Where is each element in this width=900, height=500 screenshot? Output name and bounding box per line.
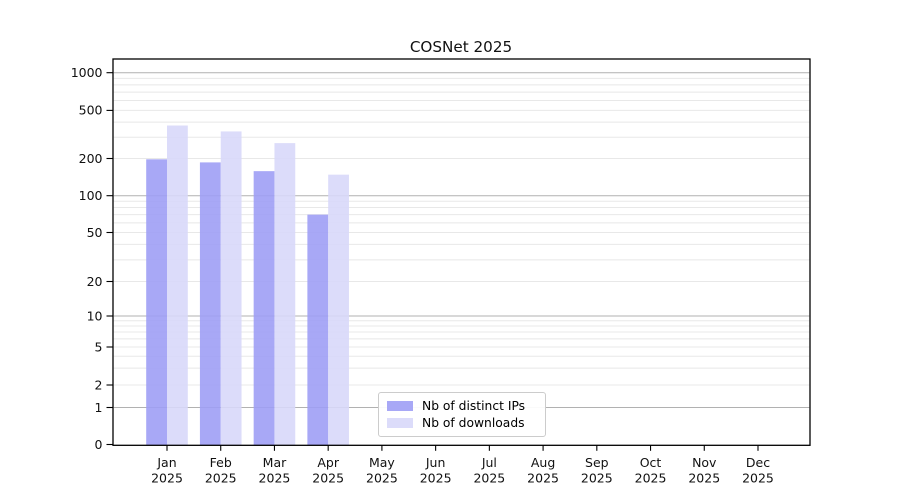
x-tick-label-month: Apr [317,455,339,470]
y-tick-label: 20 [87,274,103,289]
plot-border [112,58,811,446]
x-tick-label-year: 2025 [366,471,398,486]
x-tick-label-year: 2025 [205,471,237,486]
x-tick-label-year: 2025 [742,471,774,486]
x-tick-label-month: Nov [692,455,717,470]
x-tick-label-year: 2025 [259,471,291,486]
x-tick-label-month: Jan [156,455,176,470]
bar-downloads [274,143,296,446]
y-tick-label: 1000 [71,65,103,80]
x-tick-label-month: Mar [263,455,287,470]
bar-distinct-ips [146,159,167,446]
y-tick-label: 50 [87,225,103,240]
y-tick-label: 100 [79,188,103,203]
y-tick-label: 1 [95,400,103,415]
bar-downloads [220,131,242,446]
legend-swatch-downloads [387,418,413,428]
bar-distinct-ips [253,171,275,446]
x-tick-label-year: 2025 [688,471,720,486]
y-tick-label: 200 [79,151,103,166]
x-tick-label-year: 2025 [635,471,667,486]
x-tick-label-month: May [369,455,395,470]
legend-swatch-distinct-ips [387,401,413,411]
legend-label-distinct-ips: Nb of distinct IPs [422,398,526,413]
x-tick-label-month: Oct [640,455,662,470]
x-tick-label-year: 2025 [312,471,344,486]
x-tick-label-year: 2025 [473,471,505,486]
x-tick-label-month: Dec [746,455,770,470]
chart-title: COSNet 2025 [410,38,512,56]
x-tick-label-month: Sep [585,455,609,470]
x-tick-label-year: 2025 [581,471,613,486]
x-tick-label-month: Jul [481,455,497,470]
x-tick-label-month: Jun [425,455,446,470]
y-tick-label: 5 [95,339,103,354]
y-tick-label: 10 [87,308,103,323]
y-tick-label: 0 [95,437,103,452]
bar-downloads [328,174,349,446]
legend-item-downloads: Nb of downloads [387,415,545,430]
legend: Nb of distinct IPs Nb of downloads [378,392,546,437]
bar-distinct-ips [199,162,221,446]
legend-item-distinct-ips: Nb of distinct IPs [387,398,545,413]
bars [146,125,349,446]
bar-distinct-ips [307,214,329,446]
bar-downloads [167,125,188,446]
x-tick-label-year: 2025 [151,471,183,486]
legend-label-downloads: Nb of downloads [422,415,525,430]
x-tick-label-month: Feb [210,455,232,470]
y-tick-label: 2 [95,377,103,392]
x-tick-label-year: 2025 [420,471,452,486]
x-axis: Jan2025Feb2025Mar2025Apr2025May2025Jun20… [151,445,774,486]
x-tick-label-year: 2025 [527,471,559,486]
y-tick-label: 500 [79,103,103,118]
x-tick-label-month: Aug [531,455,555,470]
